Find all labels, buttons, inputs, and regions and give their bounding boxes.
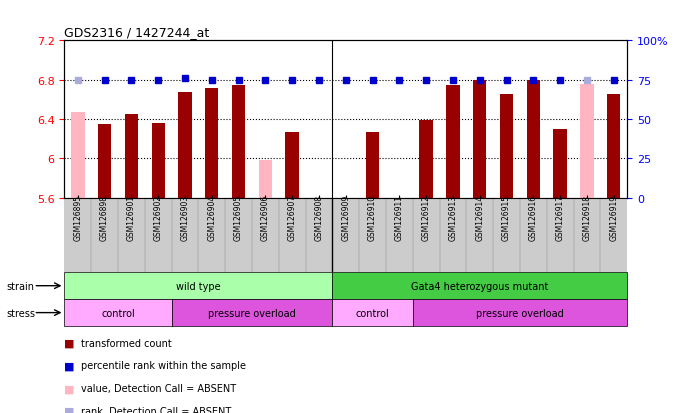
Bar [446, 85, 460, 198]
Text: stress: stress [7, 308, 36, 318]
Bar [473, 81, 486, 198]
Text: percentile rank within the sample: percentile rank within the sample [81, 361, 246, 370]
Bar [232, 85, 245, 198]
Bar [205, 88, 218, 198]
Bar [339, 198, 353, 201]
Text: pressure overload: pressure overload [476, 308, 564, 318]
Bar [607, 95, 620, 198]
Bar [64, 273, 332, 299]
Bar [151, 123, 165, 198]
Text: transformed count: transformed count [81, 338, 172, 348]
Bar [313, 198, 325, 200]
Bar [420, 121, 433, 198]
Bar [172, 299, 332, 326]
Text: GDS2316 / 1427244_at: GDS2316 / 1427244_at [64, 26, 210, 39]
Bar [500, 95, 513, 198]
Text: pressure overload: pressure overload [208, 308, 296, 318]
Bar [285, 133, 299, 198]
Bar [64, 299, 172, 326]
Bar [366, 133, 379, 198]
Text: ■: ■ [64, 406, 75, 413]
Bar [553, 130, 567, 198]
Text: rank, Detection Call = ABSENT: rank, Detection Call = ABSENT [81, 406, 232, 413]
Bar [413, 299, 627, 326]
Bar [580, 84, 594, 198]
Text: control: control [356, 308, 389, 318]
Text: ■: ■ [64, 338, 75, 348]
Bar [178, 92, 192, 198]
Text: value, Detection Call = ABSENT: value, Detection Call = ABSENT [81, 383, 237, 393]
Bar [527, 81, 540, 198]
Bar [125, 115, 138, 198]
Bar [98, 125, 111, 198]
Text: strain: strain [7, 281, 35, 291]
Text: ■: ■ [64, 383, 75, 393]
Text: ■: ■ [64, 361, 75, 370]
Text: Gata4 heterozygous mutant: Gata4 heterozygous mutant [411, 281, 549, 291]
Bar [71, 113, 85, 198]
Bar [259, 161, 272, 198]
Text: wild type: wild type [176, 281, 221, 291]
Text: control: control [101, 308, 135, 318]
Bar [332, 299, 413, 326]
Bar [332, 273, 627, 299]
